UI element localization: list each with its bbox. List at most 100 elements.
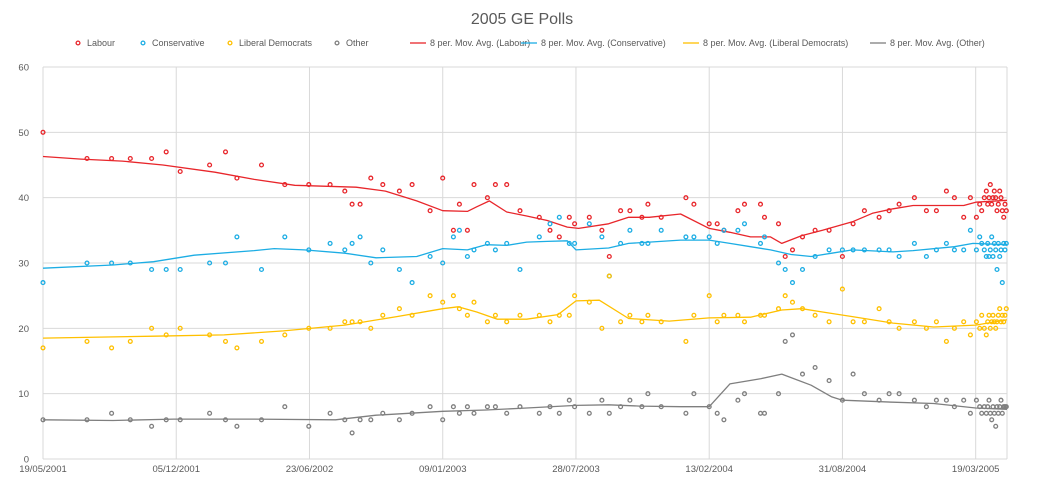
poll-point (683, 410, 689, 416)
poll-point (714, 240, 720, 246)
poll-point (998, 397, 1004, 403)
poll-point (427, 208, 433, 214)
poll-point (990, 312, 996, 318)
poll-point (342, 417, 348, 423)
poll-point (234, 423, 240, 429)
poll-point (981, 247, 987, 253)
poll-point (923, 325, 929, 331)
poll-point (933, 208, 939, 214)
y-tick-label: 20 (18, 324, 29, 335)
poll-point (986, 253, 992, 260)
poll-point (683, 338, 689, 344)
poll-point (606, 410, 612, 416)
poll-point (923, 208, 929, 214)
poll-point (987, 182, 993, 188)
poll-point (177, 266, 183, 273)
poll-point (741, 391, 748, 397)
poll-point (998, 319, 1004, 325)
poll-point (536, 312, 542, 318)
poll-point (761, 214, 768, 220)
poll-point (896, 253, 902, 260)
poll-point (517, 404, 523, 410)
poll-point (440, 260, 446, 266)
poll-point (933, 247, 939, 253)
poll-point (986, 397, 992, 403)
poll-point (987, 247, 993, 253)
poll-point (464, 227, 470, 233)
poll-point (163, 149, 169, 155)
poll-point (812, 253, 818, 260)
poll-point (985, 319, 991, 325)
moving-average-lines (42, 155, 1008, 422)
poll-point (985, 404, 991, 410)
poll-point (627, 227, 633, 233)
poll-point (409, 182, 415, 188)
poll-point (923, 253, 929, 260)
poll-point (645, 391, 651, 397)
poll-point (683, 234, 689, 240)
poll-point (721, 227, 727, 233)
poll-point (994, 208, 1000, 214)
poll-point (714, 319, 720, 325)
poll-point (991, 319, 997, 325)
poll-point (989, 319, 995, 325)
poll-point (566, 312, 572, 318)
poll-point (566, 214, 572, 220)
poll-point (234, 234, 240, 240)
poll-point (627, 312, 633, 318)
poll-point (368, 175, 374, 181)
poll-point (368, 325, 374, 331)
poll-point (409, 410, 415, 416)
poll-point (586, 221, 592, 227)
poll-point (997, 188, 1003, 194)
poll-point (222, 338, 229, 344)
moving-average-line (42, 373, 1008, 422)
poll-point (464, 404, 470, 410)
poll-point (306, 423, 312, 429)
poll-point (1001, 214, 1007, 220)
y-tick-label: 0 (24, 455, 29, 466)
poll-point (993, 325, 999, 331)
poll-point (349, 319, 355, 325)
poll-point (911, 397, 917, 403)
poll-point (484, 240, 490, 246)
poll-point (547, 227, 553, 233)
poll-point (951, 404, 957, 410)
poll-point (911, 195, 917, 201)
poll-point (799, 306, 806, 312)
poll-point (380, 312, 386, 318)
poll-point (342, 188, 348, 194)
poll-point (349, 430, 355, 436)
poll-point (464, 253, 470, 260)
poll-point (981, 325, 987, 331)
poll-point (427, 404, 433, 410)
poll-point (997, 253, 1003, 260)
poll-point (761, 410, 768, 416)
y-tick-label: 40 (18, 193, 29, 204)
poll-point (327, 182, 333, 188)
poll-point (799, 371, 806, 377)
poll-point (627, 397, 633, 403)
legend-label: Other (346, 38, 369, 48)
poll-point (306, 182, 312, 188)
poll-point (645, 240, 651, 246)
poll-point (357, 417, 363, 423)
poll-point (995, 312, 1001, 318)
poll-point (994, 266, 1000, 273)
poll-point (896, 391, 902, 397)
y-tick-label: 60 (18, 63, 29, 74)
poll-point (896, 201, 902, 207)
poll-point (979, 240, 985, 246)
poll-point (951, 247, 957, 253)
poll-point (440, 417, 446, 423)
poll-point (618, 319, 624, 325)
poll-point (987, 325, 993, 331)
poll-point (586, 214, 592, 220)
poll-point (639, 404, 645, 410)
poll-point (886, 319, 892, 325)
poll-point (943, 188, 949, 194)
poll-point (1001, 319, 1007, 325)
poll-point (973, 319, 979, 325)
poll-point (450, 404, 456, 410)
